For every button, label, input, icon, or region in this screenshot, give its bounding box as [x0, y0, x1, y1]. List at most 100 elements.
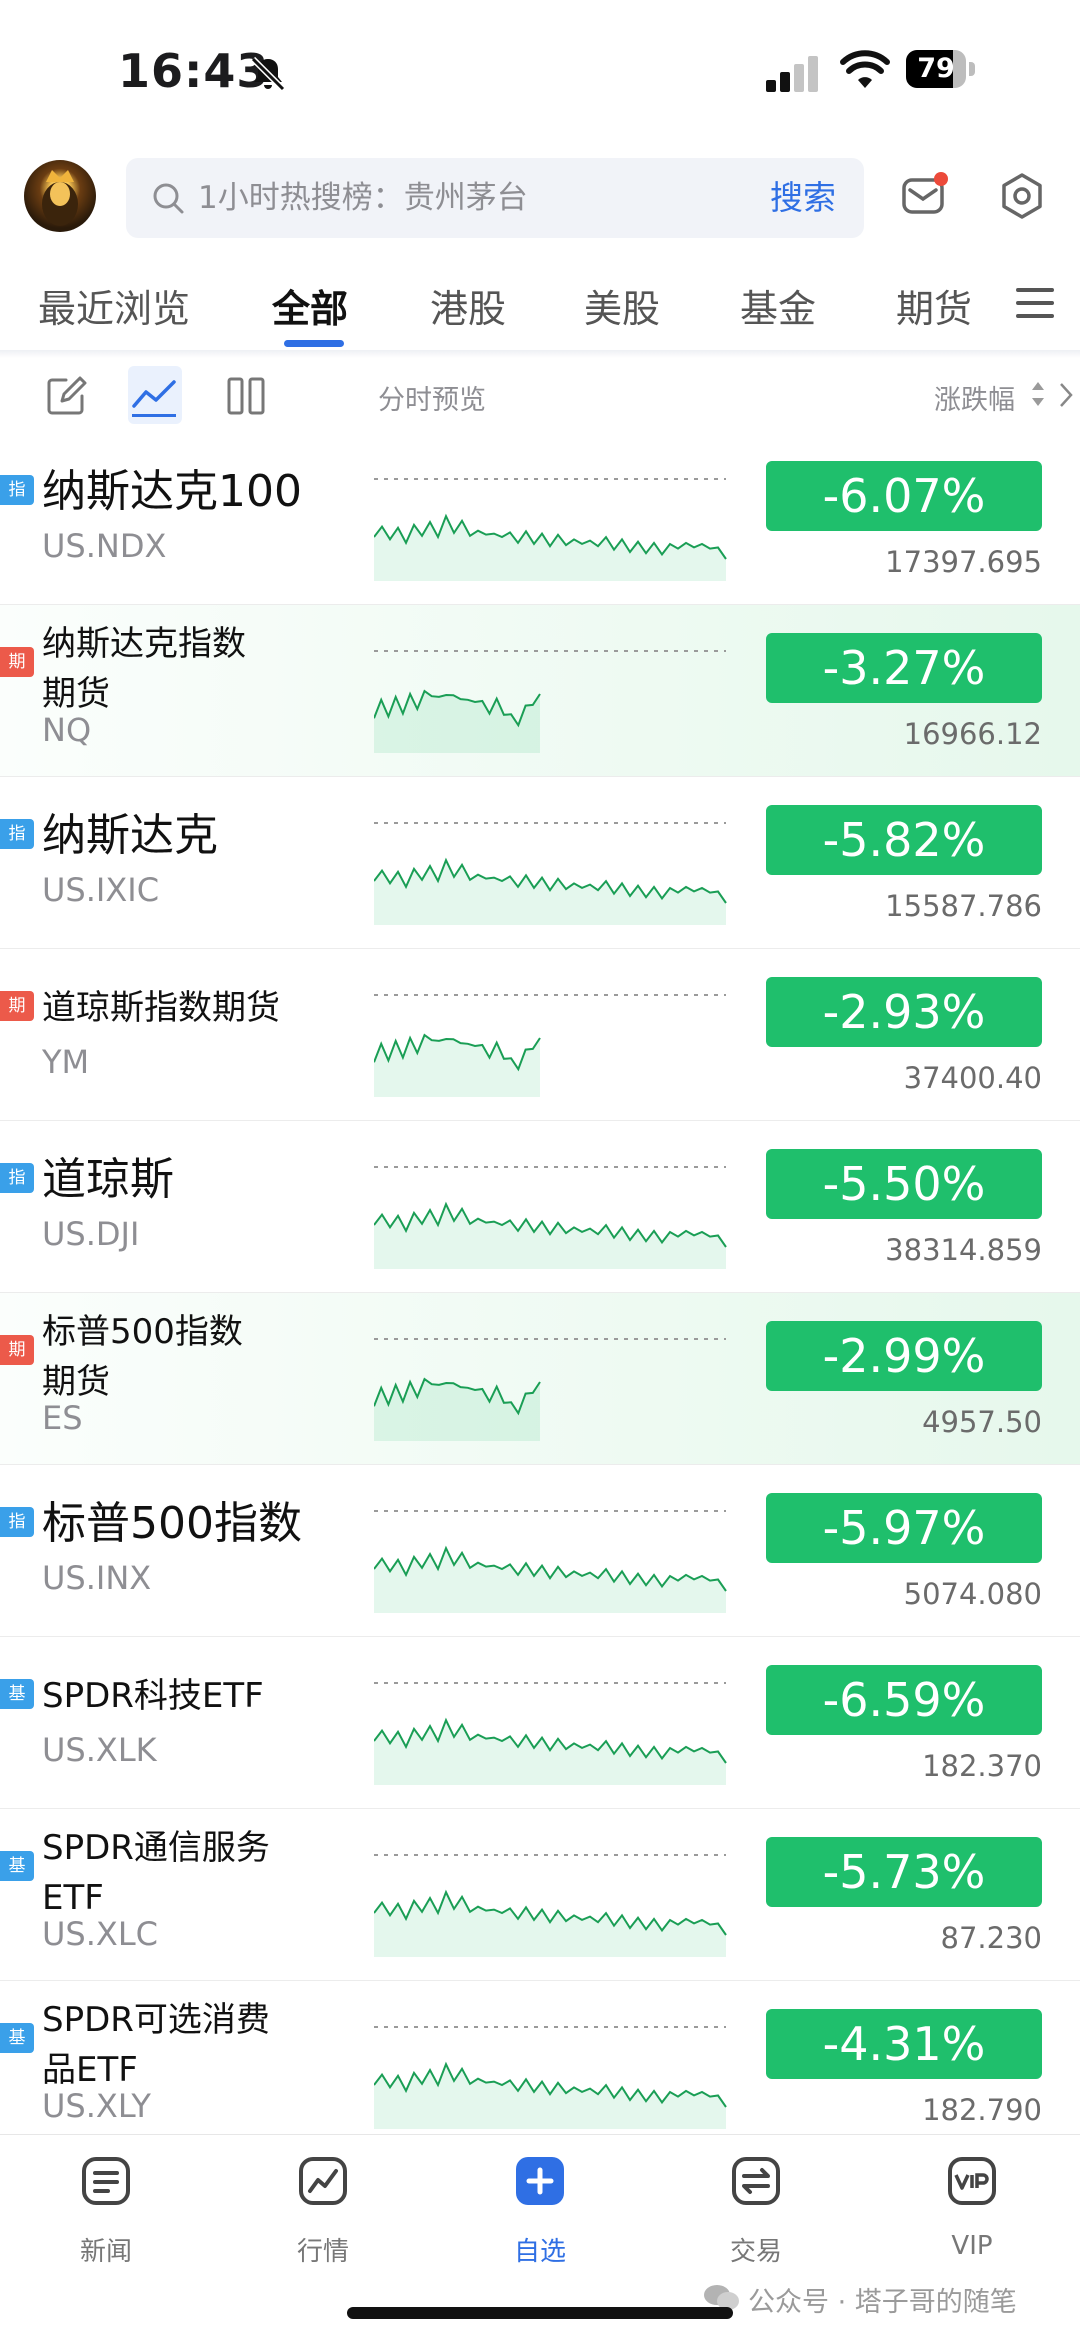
futures-badge: 期 — [0, 1335, 34, 1365]
index-badge: 指 — [0, 819, 34, 849]
nav-market[interactable]: 行情 — [253, 2155, 393, 2268]
change-percent-badge[interactable]: -4.31% — [766, 2009, 1042, 2079]
trade-icon — [732, 2157, 780, 2205]
watchlist-row[interactable]: 指标普500指数 US.INX -5.97% 5074.080 — [0, 1465, 1080, 1637]
nav-market-label: 行情 — [296, 2237, 349, 2267]
security-code: US.XLK — [42, 1731, 157, 1769]
column-view-icon[interactable] — [224, 374, 268, 418]
security-code: NQ — [42, 711, 92, 749]
security-code: US.DJI — [42, 1215, 140, 1253]
security-code: US.IXIC — [42, 871, 160, 909]
intraday-sparkline — [374, 1166, 727, 1269]
sort-arrows-icon[interactable] — [1030, 378, 1046, 410]
watchlist-row[interactable]: 期纳斯达克指数 期货 NQ -3.27% 16966.12 — [0, 605, 1080, 777]
wechat-icon — [704, 2285, 739, 2310]
change-percent-badge[interactable]: -6.07% — [766, 461, 1042, 531]
last-price: 16966.12 — [903, 717, 1042, 751]
watchlist-row[interactable]: 基 SPDR通信服务 ETF US.XLC -5.73% 87.230 — [0, 1809, 1080, 1981]
intraday-sparkline — [374, 1854, 727, 1957]
last-price: 182.370 — [922, 1749, 1042, 1783]
search-bar[interactable]: 1小时热搜榜：贵州茅台 搜索 — [126, 158, 864, 238]
intraday-sparkline — [374, 1682, 727, 1785]
tab-us[interactable]: 美股 — [584, 287, 661, 331]
security-name: 纳斯达克100 — [42, 466, 302, 517]
last-price: 87.230 — [940, 1921, 1042, 1955]
settings-icon[interactable] — [998, 172, 1046, 220]
nav-trade[interactable]: 交易 — [686, 2155, 826, 2268]
market-icon — [299, 2157, 347, 2205]
tab-recent[interactable]: 最近浏览 — [38, 287, 191, 331]
tab-underline — [284, 340, 344, 347]
change-percent-badge[interactable]: -2.93% — [766, 977, 1042, 1047]
change-percent-badge[interactable]: -5.82% — [766, 805, 1042, 875]
mail-icon[interactable] — [900, 170, 950, 220]
security-name: 道琼斯指数期货 — [42, 988, 280, 1028]
watchlist-row[interactable]: 期道琼斯指数期货 YM -2.93% 37400.40 — [0, 949, 1080, 1121]
intraday-sparkline — [374, 822, 727, 925]
last-price: 38314.859 — [885, 1233, 1042, 1267]
security-code: US.INX — [42, 1559, 152, 1597]
security-name: 纳斯达克指数 期货 — [42, 624, 246, 714]
security-name: 纳斯达克 — [42, 810, 218, 861]
last-price: 17397.695 — [885, 545, 1042, 579]
watchlist-row[interactable]: 指道琼斯 US.DJI -5.50% 38314.859 — [0, 1121, 1080, 1293]
nav-vip[interactable]: VIP — [902, 2155, 1042, 2261]
watchlist-row[interactable]: 基 SPDR科技ETF US.XLK -6.59% 182.370 — [0, 1637, 1080, 1809]
index-badge: 指 — [0, 475, 34, 505]
security-name: SPDR通信服务 ETF — [42, 1828, 270, 1918]
nav-watchlist[interactable]: 自选 — [470, 2155, 610, 2268]
fund-badge: 基 — [0, 1851, 34, 1881]
last-price: 4957.50 — [922, 1405, 1042, 1439]
category-tabs: 最近浏览 全部 港股 美股 基金 期货 — [0, 260, 1080, 352]
intraday-sparkline — [374, 650, 726, 753]
search-button[interactable]: 搜索 — [770, 178, 836, 217]
list-toolbar: 分时预览 涨跌幅 — [0, 360, 1080, 430]
edit-icon[interactable] — [44, 374, 88, 418]
last-price: 15587.786 — [885, 889, 1042, 923]
change-percent-badge[interactable]: -5.97% — [766, 1493, 1042, 1563]
tab-funds[interactable]: 基金 — [740, 287, 817, 331]
change-percent-badge[interactable]: -6.59% — [766, 1665, 1042, 1735]
watchlist-row[interactable]: 基 SPDR可选消费 品ETF US.XLY -4.31% 182.790 — [0, 1981, 1080, 2153]
nav-watchlist-label: 自选 — [513, 2237, 566, 2267]
tab-all[interactable]: 全部 — [272, 287, 349, 331]
security-name: SPDR可选消费 品ETF — [42, 2000, 270, 2090]
menu-icon[interactable] — [1016, 286, 1054, 320]
change-percent-badge[interactable]: -5.73% — [766, 1837, 1042, 1907]
watchlist-icon — [516, 2157, 564, 2205]
watermark-text: 公众号 · 塔子哥的随笔 — [748, 2287, 1017, 2318]
sort-by-change[interactable]: 涨跌幅 — [934, 385, 1015, 416]
change-percent-badge[interactable]: -5.50% — [766, 1149, 1042, 1219]
security-code: US.XLY — [42, 2087, 151, 2125]
watchlist-row[interactable]: 指纳斯达克 US.IXIC -5.82% 15587.786 — [0, 777, 1080, 949]
search-icon — [153, 183, 184, 214]
security-code: ES — [42, 1399, 83, 1437]
chart-view-icon[interactable] — [132, 374, 176, 418]
intraday-sparkline — [374, 994, 726, 1097]
security-name: 标普500指数 — [42, 1498, 302, 1549]
fund-badge: 基 — [0, 2023, 34, 2053]
tab-futures[interactable]: 期货 — [896, 287, 973, 331]
signal-icon — [766, 56, 818, 92]
watchlist-row[interactable]: 期标普500指数 期货 ES -2.99% 4957.50 — [0, 1293, 1080, 1465]
security-code: US.XLC — [42, 1915, 158, 1953]
change-percent-badge[interactable]: -3.27% — [766, 633, 1042, 703]
index-badge: 指 — [0, 1507, 34, 1537]
clock: 16:43 — [118, 44, 270, 98]
bell-muted-icon — [250, 56, 286, 92]
chevron-right-icon[interactable] — [1058, 380, 1074, 410]
battery-icon: 79 — [906, 50, 978, 90]
avatar[interactable] — [24, 160, 96, 232]
security-name: SPDR科技ETF — [42, 1676, 264, 1716]
change-percent-badge[interactable]: -2.99% — [766, 1321, 1042, 1391]
security-code: YM — [42, 1043, 90, 1081]
home-indicator[interactable] — [347, 2307, 733, 2319]
wifi-icon — [840, 50, 890, 88]
nav-news[interactable]: 新闻 — [36, 2155, 176, 2268]
tabs-divider — [0, 350, 1080, 358]
fund-badge: 基 — [0, 1679, 34, 1709]
tab-hk[interactable]: 港股 — [430, 287, 507, 331]
search-placeholder: 1小时热搜榜：贵州茅台 — [198, 180, 528, 216]
index-badge: 指 — [0, 1163, 34, 1193]
watchlist-row[interactable]: 指纳斯达克100 US.NDX -6.07% 17397.695 — [0, 433, 1080, 605]
